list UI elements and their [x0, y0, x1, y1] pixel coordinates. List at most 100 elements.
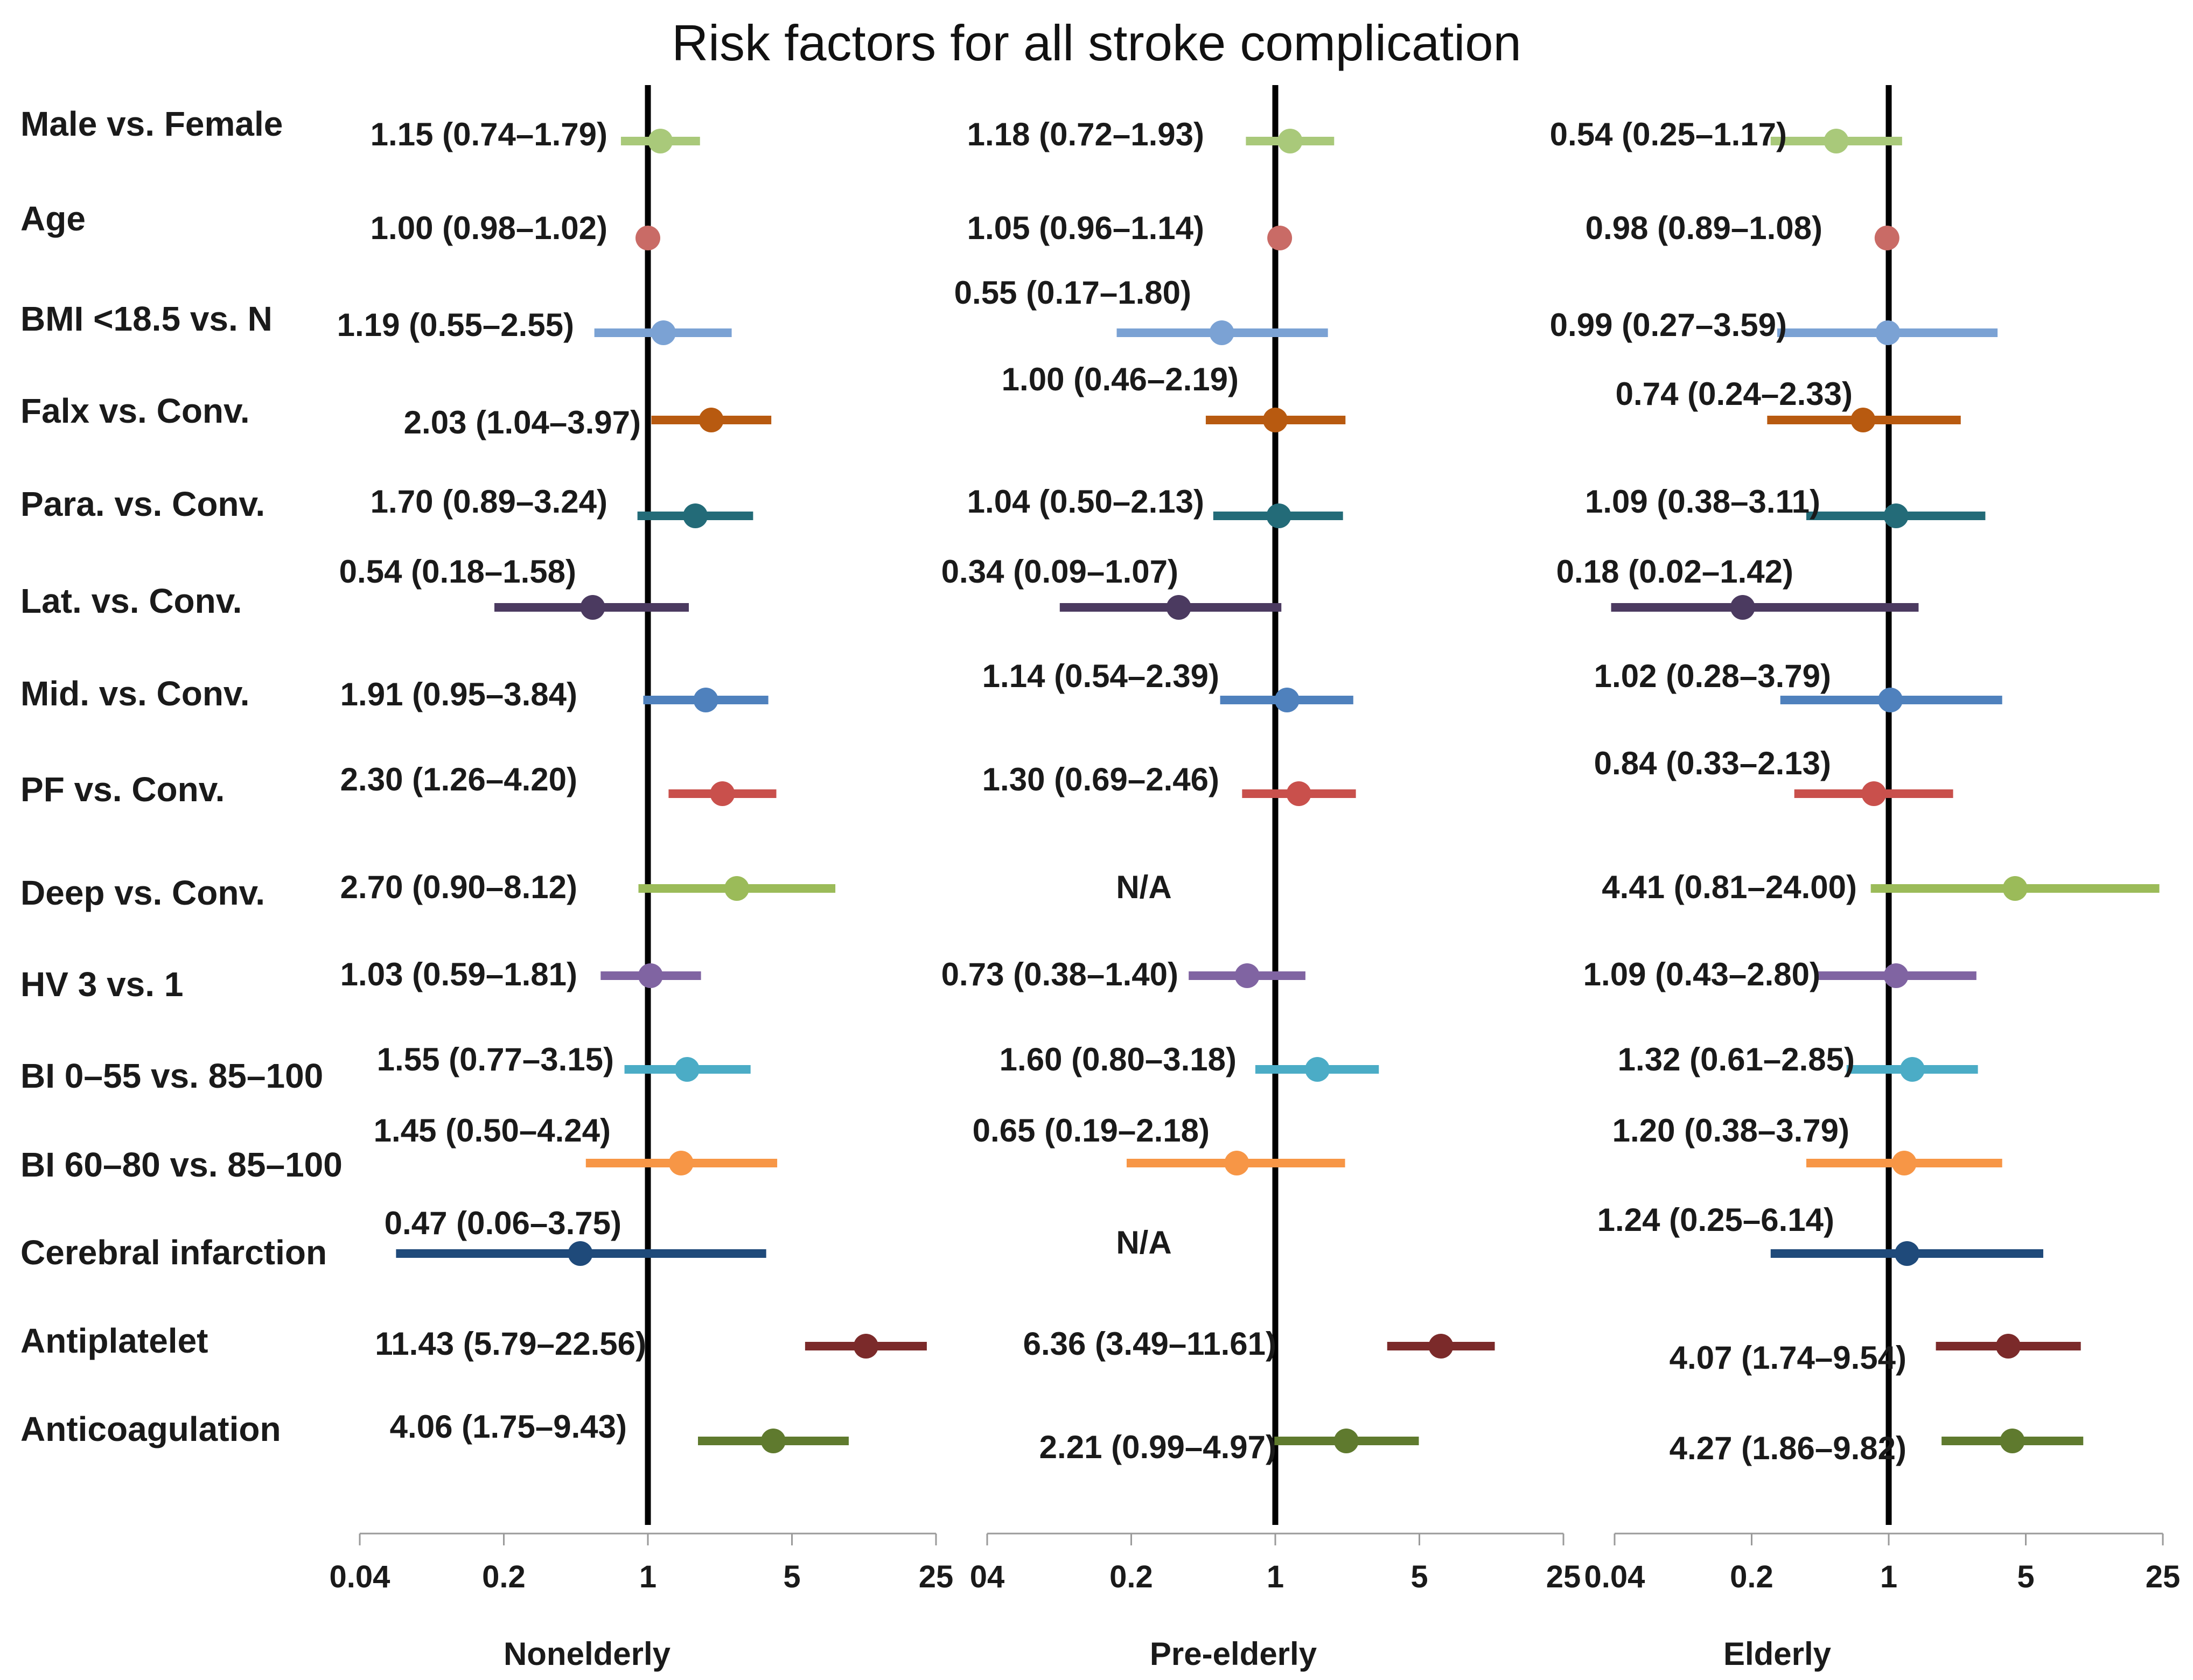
factor-label: Lat. vs. Conv.: [20, 582, 242, 620]
panel-elderly: 0.04 0.2 1 5 25 Elderly 0.54 (0.25–1.17) 0.98 (…: [1550, 85, 2180, 1672]
estimate-label: 1.00 (0.98–1.02): [371, 210, 607, 246]
estimate-label: 2.21 (0.99–4.97): [1039, 1429, 1276, 1465]
estimate-label: 0.55 (0.17–1.80): [954, 275, 1191, 311]
x-tick-label: 5: [1410, 1559, 1428, 1594]
estimate-label: N/A: [1116, 869, 1171, 905]
point-estimate: [568, 1241, 593, 1266]
point-estimate: [710, 781, 735, 806]
chart-title: Risk factors for all stroke complication: [672, 15, 1521, 71]
point-estimate: [1209, 320, 1234, 345]
estimate-label: 0.74 (0.24–2.33): [1616, 376, 1853, 412]
factor-label: Falx vs. Conv.: [20, 391, 250, 430]
point-estimate: [1899, 1057, 1925, 1082]
estimate-label: 4.41 (0.81–24.00): [1602, 869, 1857, 905]
point-estimate: [853, 1334, 878, 1359]
point-estimate: [1895, 1241, 1920, 1266]
point-estimate: [724, 876, 750, 901]
x-tick-label: 25: [1546, 1559, 1581, 1594]
factor-label: Antiplatelet: [20, 1321, 208, 1360]
estimate-label: 0.65 (0.19–2.18): [973, 1112, 1210, 1149]
point-estimate: [1224, 1151, 1249, 1175]
estimate-label: 0.18 (0.02–1.42): [1556, 554, 1793, 590]
estimate-label: 1.24 (0.25–6.14): [1597, 1202, 1834, 1238]
point-estimate: [1883, 963, 1909, 988]
point-estimate: [651, 320, 676, 345]
x-tick-label: 0.2: [482, 1559, 526, 1594]
estimate-label: 1.09 (0.43–2.80): [1583, 956, 1820, 992]
point-estimate: [1277, 129, 1303, 153]
point-estimate: [1333, 1429, 1359, 1453]
estimate-label: 0.54 (0.18–1.58): [339, 554, 576, 590]
estimate-label: 0.99 (0.27–3.59): [1550, 307, 1787, 343]
point-estimate: [1166, 595, 1191, 620]
point-estimate: [635, 226, 660, 250]
x-axis-title: Nonelderly: [504, 1636, 671, 1672]
estimate-label: 2.70 (0.90–8.12): [340, 869, 577, 905]
estimate-label: 2.03 (1.04–3.97): [404, 404, 641, 440]
estimate-label: 0.34 (0.09–1.07): [941, 554, 1178, 590]
estimate-label: 6.36 (3.49–11.61): [1023, 1326, 1276, 1362]
point-estimate: [1263, 408, 1288, 432]
point-estimate: [699, 408, 724, 432]
factor-label: Para. vs. Conv.: [20, 485, 265, 523]
point-estimate: [1274, 688, 1300, 712]
x-tick-label: 1: [639, 1559, 656, 1594]
factor-label: Anticoagulation: [20, 1410, 281, 1448]
point-estimate: [1428, 1334, 1454, 1359]
panel-pre-elderly: 04 0.2 1 5 25 Pre-elderly 1.18 (0.72–1.93) 1.05…: [941, 85, 1581, 1672]
estimate-label: 1.19 (0.55–2.55): [337, 307, 574, 343]
x-tick-label: 04: [970, 1559, 1005, 1594]
estimate-label: 2.30 (1.26–4.20): [340, 761, 577, 797]
estimate-label: 1.70 (0.89–3.24): [371, 484, 607, 520]
x-tick-label: 0.2: [1730, 1559, 1773, 1594]
point-estimate: [683, 503, 708, 528]
estimate-label: 4.07 (1.74–9.54): [1670, 1340, 1906, 1376]
estimate-label: N/A: [1116, 1224, 1171, 1261]
point-estimate: [668, 1151, 694, 1175]
x-tick-label: 5: [783, 1559, 800, 1594]
estimate-label: 1.45 (0.50–4.24): [374, 1112, 611, 1149]
factor-label: BMI <18.5 vs. N: [20, 299, 273, 338]
point-estimate: [1730, 595, 1755, 620]
panels: 0.04 0.2 1 5 25 Nonelderly 1.15 (0.74–1.79) 1.0…: [330, 85, 2180, 1672]
estimate-label: 4.27 (1.86–9.82): [1670, 1430, 1906, 1466]
point-estimate: [2000, 1429, 2025, 1453]
x-tick-label: 25: [919, 1559, 954, 1594]
estimate-label: 1.30 (0.69–2.46): [982, 761, 1219, 797]
factor-label: PF vs. Conv.: [20, 770, 225, 809]
estimate-label: 1.14 (0.54–2.39): [982, 658, 1219, 694]
x-tick-label: 1: [1267, 1559, 1284, 1594]
point-estimate: [1267, 226, 1293, 250]
point-estimate: [1266, 503, 1291, 528]
x-axis-title: Pre-elderly: [1150, 1636, 1317, 1672]
point-estimate: [648, 129, 673, 153]
estimate-label: 11.43 (5.79–22.56): [375, 1326, 646, 1362]
point-estimate: [580, 595, 605, 620]
point-estimate: [1875, 320, 1901, 345]
estimate-label: 1.18 (0.72–1.93): [967, 116, 1204, 152]
estimate-label: 1.32 (0.61–2.85): [1618, 1041, 1855, 1077]
point-estimate: [674, 1057, 700, 1082]
estimate-label: 1.55 (0.77–3.15): [377, 1041, 614, 1077]
estimate-label: 0.98 (0.89–1.08): [1586, 210, 1822, 246]
point-estimate: [2002, 876, 2028, 901]
point-estimate: [693, 688, 718, 712]
estimate-label: 1.91 (0.95–3.84): [340, 676, 577, 712]
estimate-label: 4.06 (1.75–9.43): [390, 1409, 627, 1445]
x-axis-title: Elderly: [1723, 1636, 1832, 1672]
point-estimate: [1891, 1151, 1917, 1175]
factor-label: Cerebral infarction: [20, 1233, 327, 1272]
estimate-label: 0.73 (0.38–1.40): [941, 956, 1178, 992]
x-tick-label: 1: [1880, 1559, 1897, 1594]
point-estimate: [1861, 781, 1887, 806]
factor-label: Mid. vs. Conv.: [20, 674, 250, 713]
point-estimate: [638, 963, 663, 988]
estimate-label: 1.02 (0.28–3.79): [1594, 658, 1831, 694]
estimate-label: 1.15 (0.74–1.79): [371, 116, 607, 152]
factor-label: HV 3 vs. 1: [20, 965, 183, 1004]
point-estimate: [1883, 503, 1909, 528]
estimate-label: 1.09 (0.38–3.11): [1585, 484, 1820, 520]
factor-labels: Male vs. Female Age BMI <18.5 vs. N Falx vs…: [20, 104, 343, 1448]
point-estimate: [1874, 226, 1899, 250]
